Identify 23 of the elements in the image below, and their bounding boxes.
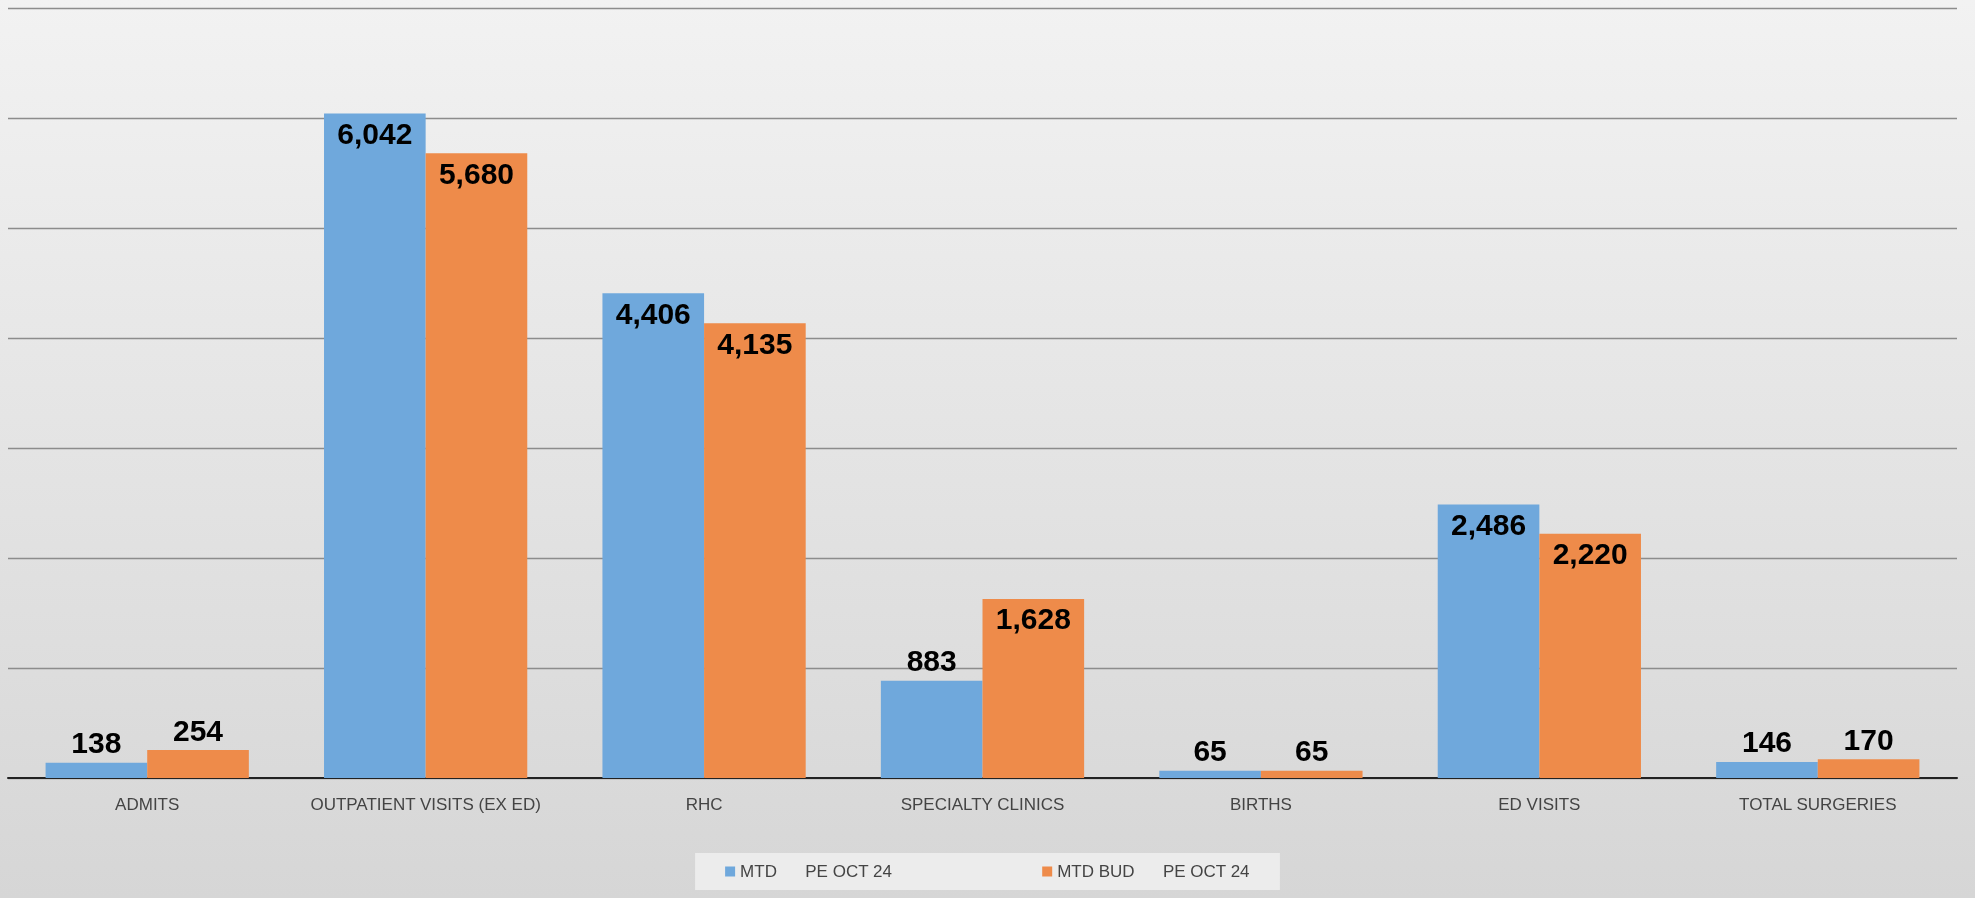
data-label: 4,135 [717,326,793,360]
x-tick-label: OUTPATIENT VISITS (EX ED) [310,795,541,814]
data-label: 65 [1295,734,1329,768]
legend-label: MTD BUD PE OCT 24 [1057,862,1250,881]
data-label: 5,680 [438,156,514,190]
x-tick-label: ADMITS [115,795,180,814]
data-label: 138 [71,726,122,760]
x-tick-label: RHC [685,795,723,814]
data-label: 4,406 [615,296,691,330]
data-label: 2,486 [1451,508,1527,542]
data-label: 2,220 [1552,537,1628,571]
x-tick-label: BIRTHS [1229,795,1292,814]
x-tick-label: ED VISITS [1498,795,1581,814]
data-label: 1,628 [995,602,1071,636]
data-label: 170 [1843,722,1894,756]
legend-label: MTD PE OCT 24 [740,862,892,881]
data-label: 146 [1741,725,1792,759]
data-label: 883 [906,644,957,678]
x-tick-label: TOTAL SURGERIES [1739,795,1897,814]
data-label: 254 [173,713,224,747]
data-label: 6,042 [337,116,413,150]
data-label: 65 [1193,734,1227,768]
x-tick-label: SPECIALTY CLINICS [900,795,1065,814]
